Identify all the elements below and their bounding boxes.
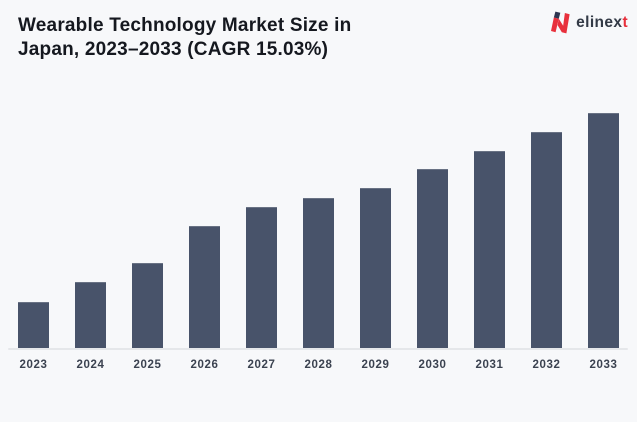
x-axis-tick-label-2032: 2032	[532, 359, 561, 371]
chart-title-line2: Japan, 2023–2033 (CAGR 15.03%)	[18, 39, 329, 60]
bar-rect-2025	[132, 263, 163, 348]
elinext-logo-text: elinext	[576, 13, 628, 31]
bar-column-2033: 2033	[588, 112, 619, 371]
bar-rect-2027	[246, 207, 277, 348]
bar-column-2026: 2026	[189, 112, 220, 371]
bar-column-2032: 2032	[531, 112, 562, 371]
x-axis-tick-label-2024: 2024	[76, 359, 105, 371]
bar-column-2029: 2029	[360, 112, 391, 371]
chart-title-line1: Wearable Technology Market Size in	[18, 15, 352, 36]
bar-rect-2033	[588, 113, 619, 348]
x-axis-tick-label-2023: 2023	[19, 359, 48, 371]
bar-chart: 2023 2024 2025 2026 2027 2028 2029 2030 2031 2032…	[18, 112, 619, 371]
bar-rect-2026	[189, 226, 220, 348]
bar-rect-2030	[417, 169, 448, 348]
elinext-logo: elinext	[551, 11, 631, 34]
x-axis-tick-label-2033: 2033	[589, 359, 618, 371]
bar-series: 2023 2024 2025 2026 2027 2028 2029 2030 2031 2032…	[18, 112, 619, 371]
bar-column-2025: 2025	[132, 112, 163, 371]
bar-rect-2031	[474, 151, 505, 348]
x-axis-tick-label-2029: 2029	[361, 359, 390, 371]
x-axis-line	[8, 348, 628, 350]
bar-column-2030: 2030	[417, 112, 448, 371]
bar-column-2024: 2024	[75, 112, 106, 371]
x-axis-tick-label-2025: 2025	[133, 359, 162, 371]
x-axis-tick-label-2031: 2031	[475, 359, 504, 371]
bar-column-2027: 2027	[246, 112, 277, 371]
bar-rect-2032	[531, 132, 562, 348]
bar-rect-2023	[18, 302, 49, 348]
bar-rect-2029	[360, 188, 391, 348]
bar-rect-2024	[75, 282, 106, 348]
bar-column-2023: 2023	[18, 112, 49, 371]
x-axis-tick-label-2027: 2027	[247, 359, 276, 371]
elinext-n-icon	[551, 11, 570, 34]
x-axis-tick-label-2030: 2030	[418, 359, 447, 371]
bar-column-2028: 2028	[303, 112, 334, 371]
chart-title: Wearable Technology Market Size in Japan,…	[18, 14, 458, 62]
x-axis-tick-label-2026: 2026	[190, 359, 219, 371]
bar-column-2031: 2031	[474, 112, 505, 371]
bar-rect-2028	[303, 198, 334, 348]
x-axis-tick-label-2028: 2028	[304, 359, 333, 371]
